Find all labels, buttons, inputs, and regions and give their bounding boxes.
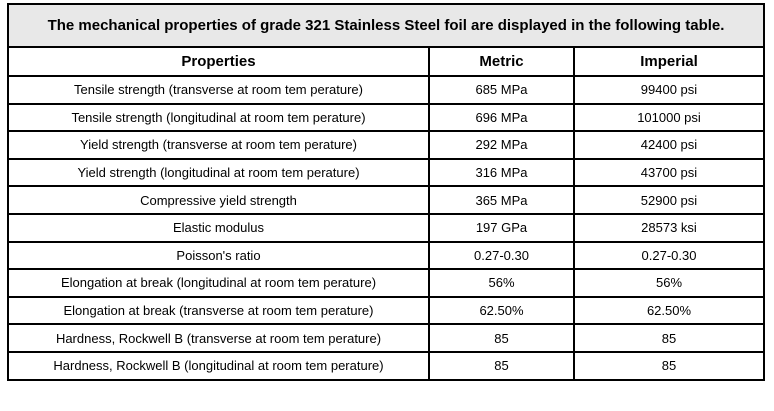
property-cell: Hardness, Rockwell B (longitudinal at ro… <box>7 350 430 381</box>
imperial-cell: 85 <box>573 323 765 353</box>
metric-cell: 696 MPa <box>428 102 575 133</box>
table-row: Yield strength (transverse at room tem p… <box>7 130 765 160</box>
column-header-properties: Properties <box>7 46 430 77</box>
property-cell: Tensile strength (longitudinal at room t… <box>7 102 430 133</box>
imperial-cell: 42400 psi <box>573 130 765 160</box>
imperial-cell: 62.50% <box>573 295 765 326</box>
table-row: Elastic modulus 197 GPa 28573 ksi <box>7 212 765 243</box>
table-row: Tensile strength (longitudinal at room t… <box>7 102 765 133</box>
table-row: Poisson's ratio 0.27-0.30 0.27-0.30 <box>7 240 765 271</box>
table-title: The mechanical properties of grade 321 S… <box>7 3 765 48</box>
metric-cell: 197 GPa <box>428 212 575 243</box>
table-row: Hardness, Rockwell B (transverse at room… <box>7 323 765 353</box>
table-row: Hardness, Rockwell B (longitudinal at ro… <box>7 350 765 381</box>
table-row: Compressive yield strength 365 MPa 52900… <box>7 185 765 215</box>
table-header-row: Properties Metric Imperial <box>7 46 765 77</box>
metric-cell: 0.27-0.30 <box>428 240 575 271</box>
imperial-cell: 52900 psi <box>573 185 765 215</box>
column-header-metric: Metric <box>428 46 575 77</box>
metric-cell: 62.50% <box>428 295 575 326</box>
imperial-cell: 101000 psi <box>573 102 765 133</box>
metric-cell: 365 MPa <box>428 185 575 215</box>
property-cell: Elastic modulus <box>7 212 430 243</box>
imperial-cell: 43700 psi <box>573 157 765 188</box>
table-row: Tensile strength (transverse at room tem… <box>7 75 765 105</box>
metric-cell: 85 <box>428 350 575 381</box>
property-cell: Yield strength (longitudinal at room tem… <box>7 157 430 188</box>
mechanical-properties-table: The mechanical properties of grade 321 S… <box>7 3 765 381</box>
imperial-cell: 28573 ksi <box>573 212 765 243</box>
property-cell: Compressive yield strength <box>7 185 430 215</box>
metric-cell: 56% <box>428 268 575 298</box>
metric-cell: 292 MPa <box>428 130 575 160</box>
column-header-imperial: Imperial <box>573 46 765 77</box>
property-cell: Tensile strength (transverse at room tem… <box>7 75 430 105</box>
imperial-cell: 85 <box>573 350 765 381</box>
table-row: Elongation at break (transverse at room … <box>7 295 765 326</box>
imperial-cell: 99400 psi <box>573 75 765 105</box>
property-cell: Poisson's ratio <box>7 240 430 271</box>
property-cell: Elongation at break (longitudinal at roo… <box>7 268 430 298</box>
imperial-cell: 56% <box>573 268 765 298</box>
table-title-row: The mechanical properties of grade 321 S… <box>7 3 765 48</box>
table-row: Yield strength (longitudinal at room tem… <box>7 157 765 188</box>
table-row: Elongation at break (longitudinal at roo… <box>7 268 765 298</box>
property-cell: Elongation at break (transverse at room … <box>7 295 430 326</box>
property-cell: Yield strength (transverse at room tem p… <box>7 130 430 160</box>
metric-cell: 85 <box>428 323 575 353</box>
property-cell: Hardness, Rockwell B (transverse at room… <box>7 323 430 353</box>
metric-cell: 685 MPa <box>428 75 575 105</box>
metric-cell: 316 MPa <box>428 157 575 188</box>
imperial-cell: 0.27-0.30 <box>573 240 765 271</box>
